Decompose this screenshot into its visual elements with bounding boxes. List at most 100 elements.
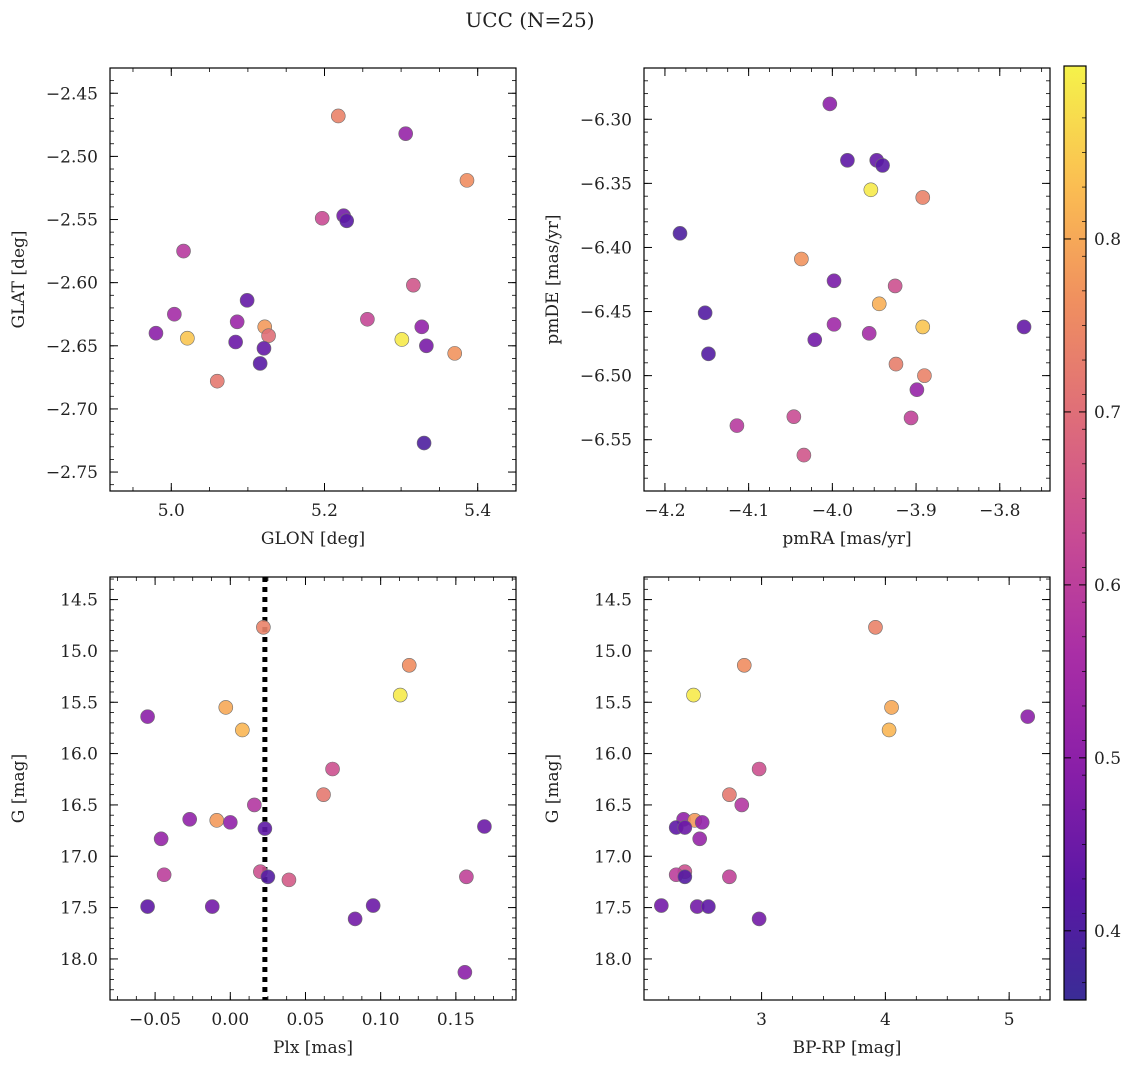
scatter-point	[257, 821, 273, 836]
scatter-point	[261, 328, 276, 343]
scatter-point	[167, 306, 182, 322]
scatter-point	[677, 820, 693, 835]
x-tick-label: 0.10	[362, 1010, 400, 1030]
scatter-point	[917, 368, 932, 383]
scatter-point	[347, 911, 363, 927]
x-tick-label: 5	[1004, 1010, 1015, 1030]
y-tick-label: −2.65	[46, 337, 98, 357]
scatter-point	[1020, 709, 1036, 724]
scatter-point	[416, 435, 432, 451]
cmd-panel: 3 4 5 14.5 15.0 15.5 16.0 16.5 17.0 17.5 18.0 BP-RP…	[543, 576, 1051, 1058]
x-axis-label: GLON [deg]	[261, 529, 365, 549]
scatter-point	[686, 687, 701, 703]
x-axis-label: BP-RP [mag]	[793, 1038, 902, 1058]
y-tick-label: 16.5	[60, 796, 98, 816]
y-tick-label: −6.30	[580, 110, 632, 130]
scatter-point	[868, 620, 883, 635]
scatter-point	[222, 815, 238, 830]
scatter-point	[180, 330, 195, 346]
scatter-point	[909, 382, 925, 398]
y-tick-label: 17.0	[60, 847, 98, 867]
scatter-point	[339, 213, 355, 229]
scatter-point	[330, 108, 346, 124]
scatter-point	[722, 869, 737, 885]
y-tick-label: 15.0	[60, 642, 98, 662]
scatter-point	[419, 338, 434, 354]
y-tick-label: −6.55	[580, 431, 632, 451]
y-tick-label: 15.5	[594, 693, 632, 713]
y-axis-label: G [mag]	[543, 754, 563, 823]
colorbar-tick-label: 0.8	[1094, 230, 1121, 250]
scatter-point	[734, 797, 750, 813]
panels: 5.0 5.2 5.4 −2.75 −2.70 −2.65 −2.60 −2.55 −2.50 −…	[9, 67, 1051, 1058]
y-tick-label: 17.5	[594, 899, 632, 919]
scatter-point	[677, 869, 693, 885]
scatter-point	[888, 356, 904, 372]
scatter-point	[1016, 319, 1032, 335]
scatter-point	[459, 173, 475, 188]
y-tick-label: −2.45	[46, 84, 98, 104]
scatter-point	[887, 278, 903, 294]
scatter-point	[796, 447, 812, 463]
scatter-point	[701, 346, 716, 362]
scatter-point	[822, 96, 838, 112]
figure-title: UCC (N=25)	[465, 8, 594, 32]
x-axis-label: pmRA [mas/yr]	[782, 529, 911, 549]
scatter-point	[228, 334, 243, 350]
x-tick-label: 0.15	[437, 1010, 475, 1030]
scatter-point	[235, 722, 250, 738]
x-tick-label: −4.1	[728, 501, 769, 521]
plx-g-panel: −0.05 0.00 0.05 0.10 0.15 14.5 15.0 15.5 16.0 16.…	[9, 576, 517, 1058]
axes-frame	[643, 67, 1051, 492]
y-tick-label: 16.5	[594, 796, 632, 816]
scatter-point	[672, 226, 688, 241]
y-tick-label: 15.0	[594, 642, 632, 662]
scatter-point	[861, 326, 877, 341]
y-tick-label: 18.0	[60, 950, 98, 970]
scatter-point	[729, 418, 745, 433]
scatter-point	[826, 273, 842, 289]
y-tick-label: −2.60	[46, 274, 98, 294]
y-tick-label: 16.0	[60, 745, 98, 765]
scatter-point	[325, 761, 340, 777]
scatter-point	[826, 317, 842, 332]
scatter-point	[694, 815, 710, 830]
scatter-point	[840, 152, 855, 168]
colorbar-tick-label: 0.7	[1094, 403, 1121, 423]
scatter-point	[247, 797, 262, 813]
scatter-point	[148, 325, 164, 341]
x-tick-label: −0.05	[129, 1010, 181, 1030]
y-tick-label: −6.35	[580, 174, 632, 194]
y-tick-label: −2.50	[46, 147, 98, 167]
scatter-point	[218, 700, 234, 715]
y-tick-label: 18.0	[594, 950, 632, 970]
scatter-point	[459, 869, 474, 885]
scatter-point	[256, 620, 271, 635]
scatter-point	[401, 657, 417, 673]
scatter-point	[794, 251, 809, 267]
scatter-point	[394, 332, 410, 347]
scatter-point	[209, 813, 225, 828]
colorbar-tick-label: 0.6	[1094, 576, 1121, 596]
scatter-point	[365, 898, 381, 913]
scatter-point	[140, 899, 155, 914]
axes-frame	[109, 67, 517, 492]
scatter-point	[701, 899, 716, 914]
scatter-point	[457, 964, 473, 980]
scatter-point	[156, 867, 172, 883]
colorbar: 0.4 0.5 0.6 0.7 0.8	[1063, 65, 1121, 1001]
y-tick-label: −2.70	[46, 400, 98, 420]
y-tick-label: 14.5	[60, 591, 98, 611]
scatter-point	[751, 911, 767, 927]
scatter-point	[697, 305, 713, 321]
scatter-point	[414, 319, 430, 335]
scatter-point	[229, 314, 245, 330]
scatter-point	[314, 210, 330, 226]
scatter-point	[256, 341, 272, 356]
scatter-point	[884, 700, 899, 715]
y-axis-label: GLAT [deg]	[9, 230, 29, 328]
colorbar-tick-label: 0.5	[1094, 749, 1121, 769]
scatter-point	[871, 296, 887, 312]
y-tick-label: −6.45	[580, 303, 632, 323]
scatter-point	[786, 409, 802, 424]
